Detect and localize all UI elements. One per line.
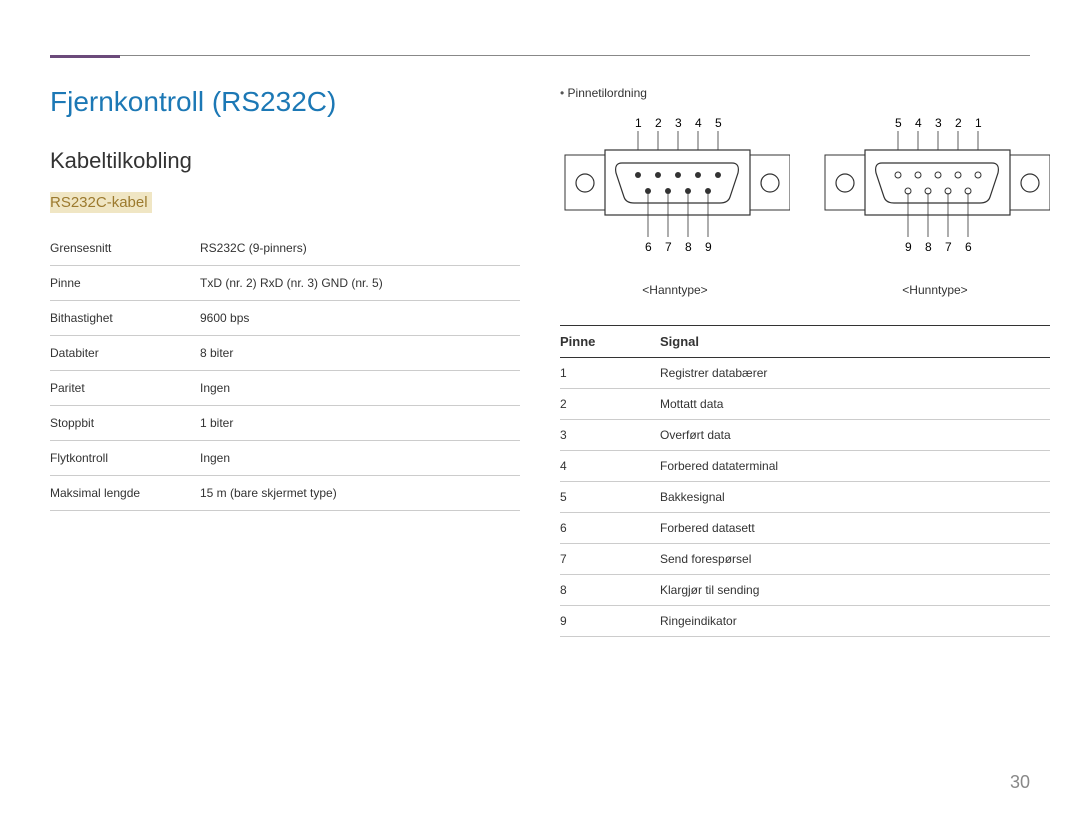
spec-label: Maksimal lengde: [50, 476, 200, 511]
spec-row: Databiter8 biter: [50, 336, 520, 371]
spec-row: Bithastighet9600 bps: [50, 301, 520, 336]
page-title: Fjernkontroll (RS232C): [50, 86, 520, 118]
spec-row: PinneTxD (nr. 2) RxD (nr. 3) GND (nr. 5): [50, 266, 520, 301]
spec-row: Maksimal lengde15 m (bare skjermet type): [50, 476, 520, 511]
pin-header: Pinne: [560, 326, 660, 358]
pin-signal-table: Pinne Signal 1Registrer databærer2Mottat…: [560, 325, 1050, 637]
accent-bar: [50, 55, 120, 58]
pin-row: 8Klargjør til sending: [560, 575, 1050, 606]
top-border: [50, 55, 1030, 56]
pin-number: 3: [560, 420, 660, 451]
male-pin6-label: 6: [645, 240, 652, 254]
male-pin5-label: 5: [715, 116, 722, 130]
male-pin9-label: 9: [705, 240, 712, 254]
pin-signal: Registrer databærer: [660, 358, 1050, 389]
male-pin8-label: 8: [685, 240, 692, 254]
pin-number: 5: [560, 482, 660, 513]
pin-number: 8: [560, 575, 660, 606]
spec-label: Grensesnitt: [50, 231, 200, 266]
pin-row: 5Bakkesignal: [560, 482, 1050, 513]
pin-signal: Klargjør til sending: [660, 575, 1050, 606]
pin-row: 3Overført data: [560, 420, 1050, 451]
spec-value: 15 m (bare skjermet type): [200, 476, 520, 511]
spec-value: 8 biter: [200, 336, 520, 371]
female-pin8-label: 8: [925, 240, 932, 254]
spec-value: 1 biter: [200, 406, 520, 441]
male-pin4-label: 4: [695, 116, 702, 130]
connector-diagrams: 1 2 3 4 5: [560, 115, 1050, 297]
spec-label: Flytkontroll: [50, 441, 200, 476]
pin-number: 2: [560, 389, 660, 420]
spec-label: Paritet: [50, 371, 200, 406]
female-type-label: <Hunntype>: [820, 283, 1050, 297]
right-column: Pinnetilordning 1 2 3 4 5: [520, 86, 1050, 637]
spec-label: Bithastighet: [50, 301, 200, 336]
content-area: Fjernkontroll (RS232C) Kabeltilkobling R…: [0, 56, 1080, 637]
male-pin3-label: 3: [675, 116, 682, 130]
signal-header: Signal: [660, 326, 1050, 358]
spec-row: ParitetIngen: [50, 371, 520, 406]
female-pin2-label: 2: [955, 116, 962, 130]
pin-signal: Send forespørsel: [660, 544, 1050, 575]
pin-number: 1: [560, 358, 660, 389]
left-column: Fjernkontroll (RS232C) Kabeltilkobling R…: [50, 86, 520, 637]
pin-signal: Bakkesignal: [660, 482, 1050, 513]
female-pin1-label: 1: [975, 116, 982, 130]
pin-number: 6: [560, 513, 660, 544]
section-title: Kabeltilkobling: [50, 148, 520, 174]
spec-table: GrensesnittRS232C (9-pinners)PinneTxD (n…: [50, 231, 520, 511]
female-pin9-label: 9: [905, 240, 912, 254]
pin-signal: Forbered dataterminal: [660, 451, 1050, 482]
pin-number: 4: [560, 451, 660, 482]
pin-row: 7Send forespørsel: [560, 544, 1050, 575]
spec-label: Pinne: [50, 266, 200, 301]
spec-value: RS232C (9-pinners): [200, 231, 520, 266]
male-connector: 1 2 3 4 5: [560, 115, 790, 297]
female-connector: 5 4 3 2 1: [820, 115, 1050, 297]
pin-number: 7: [560, 544, 660, 575]
spec-value: TxD (nr. 2) RxD (nr. 3) GND (nr. 5): [200, 266, 520, 301]
spec-value: 9600 bps: [200, 301, 520, 336]
pin-signal: Mottatt data: [660, 389, 1050, 420]
pin-row: 9Ringeindikator: [560, 606, 1050, 637]
spec-row: Stoppbit1 biter: [50, 406, 520, 441]
female-pin4-label: 4: [915, 116, 922, 130]
female-connector-svg: 5 4 3 2 1: [820, 115, 1050, 275]
pin-signal: Overført data: [660, 420, 1050, 451]
pin-row: 2Mottatt data: [560, 389, 1050, 420]
pin-row: 4Forbered dataterminal: [560, 451, 1050, 482]
spec-label: Databiter: [50, 336, 200, 371]
spec-row: GrensesnittRS232C (9-pinners): [50, 231, 520, 266]
spec-value: Ingen: [200, 441, 520, 476]
male-pin1-label: 1: [635, 116, 642, 130]
female-pin3-label: 3: [935, 116, 942, 130]
male-type-label: <Hanntype>: [560, 283, 790, 297]
male-connector-svg: 1 2 3 4 5: [560, 115, 790, 275]
male-pin7-label: 7: [665, 240, 672, 254]
pin-number: 9: [560, 606, 660, 637]
spec-row: FlytkontrollIngen: [50, 441, 520, 476]
male-pin2-label: 2: [655, 116, 662, 130]
female-pin7-label: 7: [945, 240, 952, 254]
pin-row: 6Forbered datasett: [560, 513, 1050, 544]
spec-value: Ingen: [200, 371, 520, 406]
female-pin5-label: 5: [895, 116, 902, 130]
pin-row: 1Registrer databærer: [560, 358, 1050, 389]
page-number: 30: [1010, 772, 1030, 793]
female-pin6-label: 6: [965, 240, 972, 254]
bullet-pin-assignment: Pinnetilordning: [560, 86, 1050, 100]
subsection-title: RS232C-kabel: [50, 192, 152, 213]
pin-signal: Ringeindikator: [660, 606, 1050, 637]
pin-signal: Forbered datasett: [660, 513, 1050, 544]
spec-label: Stoppbit: [50, 406, 200, 441]
